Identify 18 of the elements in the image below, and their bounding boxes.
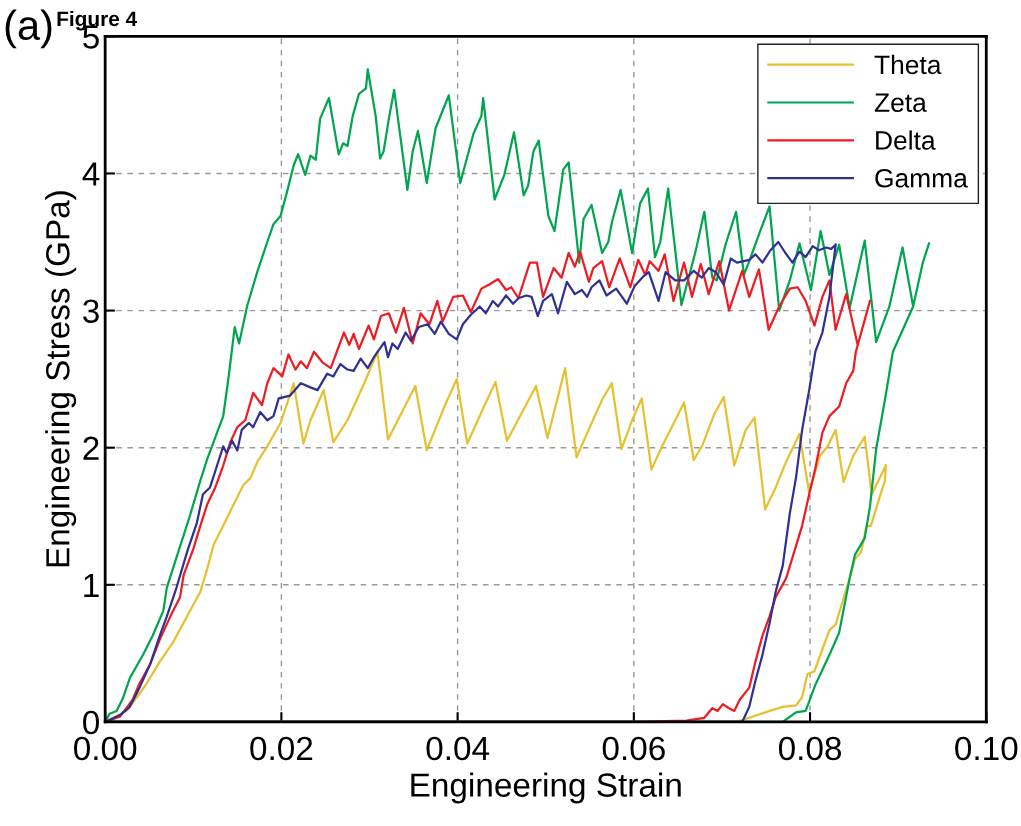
x-tick-label: 0.02 [250,736,313,761]
x-tick-label: 0.08 [778,736,842,761]
x-tick-label: 0.04 [426,736,490,761]
x-tick-label: 0.10 [955,736,1018,761]
legend-label: Theta [874,54,942,75]
x-tick-label: 0.06 [602,736,665,761]
x-axis-title: Engineering Strain [411,772,681,804]
legend-label: Delta [876,130,936,150]
x-tick-label: 0.00 [74,736,137,761]
legend-label: Zeta [874,93,927,112]
y-axis-title: Engineering Stress (GPa) [45,191,77,567]
legend-label: Gamma [875,168,968,188]
text: (a) [5,9,52,49]
y-tick-label: 3 [83,299,99,323]
y-tick-label: 0 [83,710,99,735]
y-tick-label: 1 [84,573,99,597]
y-tick-label: 4 [82,162,100,186]
y-tick-label: 2 [83,436,99,460]
